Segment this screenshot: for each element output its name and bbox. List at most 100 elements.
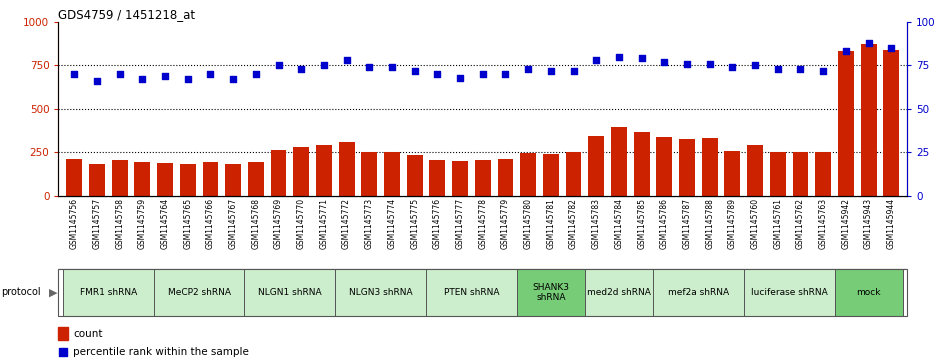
- Text: PTEN shRNA: PTEN shRNA: [444, 288, 499, 297]
- Bar: [180, 164, 196, 196]
- Bar: [657, 137, 673, 196]
- Point: [56, 349, 71, 355]
- Text: GSM1145766: GSM1145766: [206, 198, 215, 249]
- Point: [544, 68, 559, 73]
- Text: GSM1145760: GSM1145760: [751, 198, 759, 249]
- Text: GSM1145777: GSM1145777: [456, 198, 464, 249]
- Text: GDS4759 / 1451218_at: GDS4759 / 1451218_at: [58, 8, 196, 21]
- Text: GSM1145773: GSM1145773: [365, 198, 374, 249]
- Text: luciferase shRNA: luciferase shRNA: [751, 288, 827, 297]
- Bar: [426, 269, 517, 316]
- Bar: [248, 162, 264, 196]
- Bar: [225, 164, 241, 196]
- Text: GSM1145769: GSM1145769: [274, 198, 283, 249]
- Text: GSM1145768: GSM1145768: [252, 198, 260, 249]
- Point: [475, 71, 490, 77]
- Point: [67, 71, 82, 77]
- Point: [589, 57, 604, 63]
- Bar: [815, 152, 831, 196]
- Point: [294, 66, 309, 72]
- Bar: [679, 139, 695, 196]
- Text: GSM1145775: GSM1145775: [410, 198, 419, 249]
- Bar: [744, 269, 835, 316]
- Text: NLGN1 shRNA: NLGN1 shRNA: [258, 288, 321, 297]
- Point: [452, 75, 467, 81]
- Text: protocol: protocol: [1, 287, 41, 297]
- Bar: [362, 152, 377, 196]
- Text: GSM1145943: GSM1145943: [864, 198, 873, 249]
- Point: [89, 78, 105, 84]
- Point: [771, 66, 786, 72]
- Text: GSM1145774: GSM1145774: [387, 198, 397, 249]
- Text: GSM1145778: GSM1145778: [479, 198, 487, 249]
- Text: GSM1145789: GSM1145789: [728, 198, 737, 249]
- Text: GSM1145762: GSM1145762: [796, 198, 805, 249]
- Text: GSM1145779: GSM1145779: [501, 198, 510, 249]
- Bar: [517, 269, 585, 316]
- Text: GSM1145757: GSM1145757: [92, 198, 102, 249]
- Bar: [565, 152, 581, 196]
- Bar: [452, 161, 468, 196]
- Bar: [66, 159, 82, 196]
- Point: [566, 68, 581, 73]
- Text: GSM1145758: GSM1145758: [115, 198, 124, 249]
- Bar: [335, 269, 426, 316]
- Point: [724, 64, 739, 70]
- Point: [203, 71, 218, 77]
- Text: GSM1145759: GSM1145759: [138, 198, 147, 249]
- Point: [135, 76, 150, 82]
- Text: count: count: [73, 329, 103, 339]
- Text: GSM1145788: GSM1145788: [706, 198, 714, 249]
- Point: [339, 57, 354, 63]
- Bar: [58, 327, 68, 340]
- Point: [748, 62, 763, 68]
- Bar: [747, 144, 763, 196]
- Point: [407, 68, 422, 73]
- Text: GSM1145944: GSM1145944: [886, 198, 896, 249]
- Point: [249, 71, 264, 77]
- Text: GSM1145787: GSM1145787: [683, 198, 691, 249]
- Text: GSM1145763: GSM1145763: [819, 198, 828, 249]
- Point: [838, 49, 853, 54]
- Bar: [430, 160, 446, 196]
- Point: [180, 76, 195, 82]
- Text: ▶: ▶: [49, 287, 57, 297]
- Point: [657, 59, 672, 65]
- Bar: [838, 52, 853, 196]
- Bar: [293, 147, 309, 196]
- Point: [521, 66, 536, 72]
- Text: percentile rank within the sample: percentile rank within the sample: [73, 347, 249, 357]
- Bar: [203, 162, 219, 196]
- Point: [271, 62, 286, 68]
- Text: GSM1145767: GSM1145767: [229, 198, 237, 249]
- Bar: [157, 163, 173, 196]
- Text: GSM1145942: GSM1145942: [841, 198, 851, 249]
- Bar: [112, 160, 127, 196]
- Bar: [384, 152, 400, 196]
- Point: [884, 45, 899, 51]
- Bar: [270, 150, 286, 196]
- Text: GSM1145764: GSM1145764: [160, 198, 170, 249]
- Text: mef2a shRNA: mef2a shRNA: [668, 288, 729, 297]
- Bar: [89, 164, 105, 196]
- Point: [225, 76, 240, 82]
- Text: GSM1145782: GSM1145782: [569, 198, 578, 249]
- Bar: [724, 151, 740, 196]
- Text: GSM1145776: GSM1145776: [433, 198, 442, 249]
- Point: [112, 71, 127, 77]
- Text: mock: mock: [856, 288, 881, 297]
- Bar: [611, 127, 626, 196]
- Point: [634, 56, 649, 61]
- Bar: [589, 136, 604, 196]
- Text: GSM1145786: GSM1145786: [659, 198, 669, 249]
- Point: [611, 54, 626, 60]
- Bar: [520, 153, 536, 196]
- Point: [861, 40, 876, 46]
- Point: [362, 64, 377, 70]
- Bar: [653, 269, 744, 316]
- Bar: [475, 160, 491, 196]
- Bar: [154, 269, 245, 316]
- Text: GSM1145761: GSM1145761: [773, 198, 782, 249]
- Bar: [339, 142, 354, 196]
- Text: GSM1145784: GSM1145784: [614, 198, 624, 249]
